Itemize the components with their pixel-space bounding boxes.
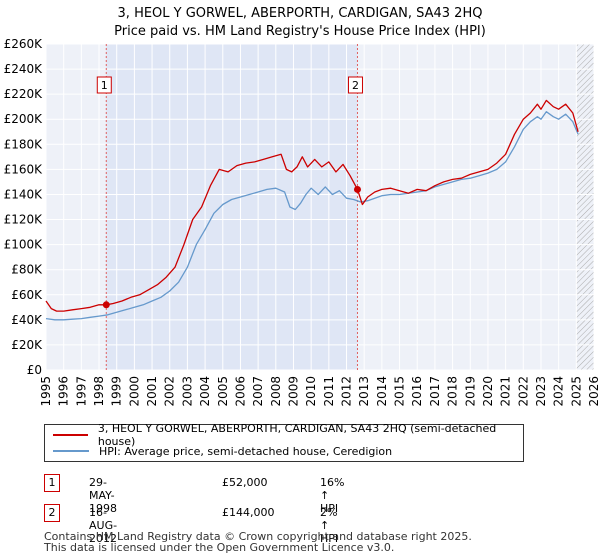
transaction-number: 2 <box>44 504 60 522</box>
y-tick-label: £140K <box>4 187 44 201</box>
x-tick-label: 2000 <box>127 376 141 407</box>
x-tick-label: 2004 <box>198 376 212 407</box>
series-line-hpi <box>45 111 579 321</box>
x-tick-label: 2018 <box>446 376 460 407</box>
x-tick-label: 2013 <box>357 376 371 407</box>
marker-box <box>96 76 112 94</box>
y-tick-label: £160K <box>4 162 44 176</box>
series-line-property <box>45 99 579 312</box>
x-tick-label: 2024 <box>552 376 566 407</box>
marker-point <box>102 301 110 309</box>
y-tick-label: £40K <box>11 313 43 327</box>
y-tick-label: £0 <box>27 363 42 377</box>
legend-label-hpi: HPI: Average price, semi-detached house,… <box>99 444 393 458</box>
footer: Contains HM Land Registry data © Crown c… <box>44 531 472 553</box>
x-tick-label: 2009 <box>286 376 300 407</box>
legend-label-property: 3, HEOL Y GORWEL, ABERPORTH, CARDIGAN, S… <box>97 422 497 448</box>
y-tick-label: £260K <box>4 37 44 51</box>
transaction-date: 16-AUG-2012 <box>89 506 118 545</box>
y-tick-label: £20K <box>11 338 43 352</box>
x-tick-label: 2016 <box>410 376 424 407</box>
x-tick-label: 2025 <box>569 376 583 407</box>
x-tick-label: 1999 <box>110 376 124 407</box>
chart-title: 3, HEOL Y GORWEL, ABERPORTH, CARDIGAN, S… <box>117 6 483 21</box>
x-tick-label: 2001 <box>145 376 159 407</box>
y-tick-label: £240K <box>4 62 44 76</box>
y-tick-label: £100K <box>4 238 44 252</box>
marker-box <box>347 76 363 94</box>
chart-subtitle: Price paid vs. HM Land Registry's House … <box>114 24 486 39</box>
x-tick-label: 2021 <box>499 376 513 407</box>
legend: 3, HEOL Y GORWEL, ABERPORTH, CARDIGAN, S… <box>44 422 524 462</box>
x-tick-label: 2005 <box>216 376 230 407</box>
future-hatch <box>576 44 594 370</box>
price-chart: £0 £20K £40K £60K £80K £100K £120K £140K £160K £1… <box>4 37 600 407</box>
legend-line-property <box>53 434 88 436</box>
y-tick-label: £200K <box>4 112 44 126</box>
x-tick-label: 1995 <box>39 376 53 407</box>
transaction-number: 1 <box>44 474 60 492</box>
x-tick-label: 2006 <box>233 376 247 407</box>
x-tick-label: 2002 <box>163 376 177 407</box>
y-tick-label: £180K <box>4 137 44 151</box>
x-tick-label: 1996 <box>57 376 71 407</box>
transaction-price: £52,000 <box>222 476 268 489</box>
transaction-hpi: 2% ↑ HPI <box>320 506 339 545</box>
footer-line-1: Contains HM Land Registry data © Crown c… <box>44 530 472 543</box>
y-tick-label: £80K <box>11 263 43 277</box>
transaction-date: 29-MAY-1998 <box>89 476 117 515</box>
x-tick-label: 2014 <box>375 376 389 407</box>
x-tick-label: 2011 <box>322 376 336 407</box>
x-tick-label: 1998 <box>92 376 106 407</box>
marker-box-label: 1 <box>101 79 108 92</box>
x-tick-label: 2008 <box>269 376 283 407</box>
legend-item-property: 3, HEOL Y GORWEL, ABERPORTH, CARDIGAN, S… <box>53 422 523 448</box>
footer-line-2: This data is licensed under the Open Gov… <box>44 541 395 554</box>
x-tick-label: 2020 <box>481 376 495 407</box>
legend-line-hpi <box>53 450 89 452</box>
x-tick-label: 2010 <box>304 376 318 407</box>
x-tick-label: 1997 <box>74 376 88 407</box>
transaction-price: £144,000 <box>222 506 275 519</box>
legend-item-hpi: HPI: Average price, semi-detached house,… <box>53 443 392 459</box>
x-tick-label: 2026 <box>587 376 600 407</box>
x-tick-label: 2023 <box>534 376 548 407</box>
y-tick-label: £120K <box>4 213 44 227</box>
marker-point <box>353 185 361 193</box>
ownership-shade <box>106 44 358 370</box>
y-tick-label: £220K <box>4 87 44 101</box>
x-tick-label: 2022 <box>516 376 530 407</box>
marker-box-label: 2 <box>352 79 359 92</box>
x-tick-label: 2019 <box>463 376 477 407</box>
transaction-hpi: 16% ↑ HPI <box>320 476 345 515</box>
x-tick-label: 2012 <box>340 376 354 407</box>
x-tick-label: 2017 <box>428 376 442 407</box>
y-tick-label: £60K <box>11 288 43 302</box>
x-tick-label: 2003 <box>180 376 194 407</box>
x-tick-label: 2015 <box>393 376 407 407</box>
x-tick-label: 2007 <box>251 376 265 407</box>
